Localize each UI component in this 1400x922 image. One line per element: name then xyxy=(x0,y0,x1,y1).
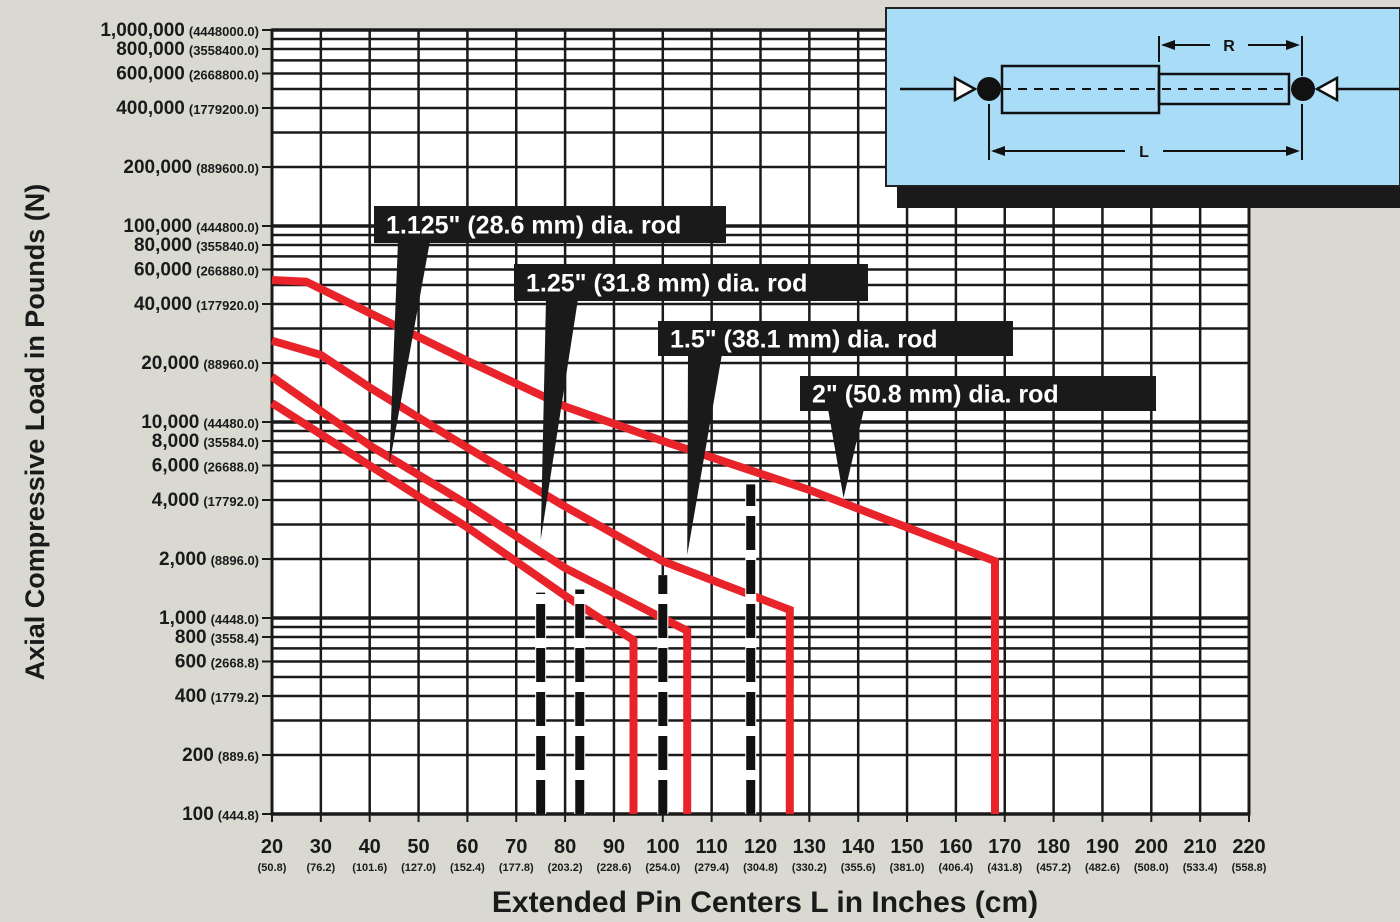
left-pin xyxy=(977,77,1001,101)
y-tick-label: 100,000 (444800.0) xyxy=(123,216,259,237)
y-axis-ticks: 1,000,000 (4448000.0)800,000 (3558400.0) 60… xyxy=(100,20,272,825)
y-tick-label: 200 (889.6) xyxy=(182,745,259,766)
l-arrow-left xyxy=(991,146,1005,156)
y-tick-label: 80,000 (355840.0) xyxy=(134,235,259,256)
callout-pointer-4 xyxy=(828,409,864,498)
x-tick-label: 180 xyxy=(1037,836,1070,858)
x-tick-sublabel: (228.6) xyxy=(597,862,632,874)
x-tick-sublabel: (254.0) xyxy=(645,862,680,874)
y-tick-label: 2,000 (8896.0) xyxy=(159,549,259,570)
x-tick-label: 20 xyxy=(261,836,283,858)
x-tick-sublabel: (50.8) xyxy=(258,862,287,874)
x-tick-sublabel: (101.6) xyxy=(352,862,387,874)
callouts: 1.125" (28.6 mm) dia. rod 1.25" (31.8 mm)… xyxy=(374,206,1156,555)
callout-pointer-3 xyxy=(687,354,722,555)
diagram-label-r: R xyxy=(1223,38,1235,55)
r-arrow-right xyxy=(1286,40,1300,50)
x-tick-label: 70 xyxy=(505,836,527,858)
x-tick-sublabel: (177.8) xyxy=(499,862,534,874)
x-tick-label: 120 xyxy=(744,836,777,858)
callout-box-1 xyxy=(374,206,726,243)
x-tick-label: 160 xyxy=(939,836,972,858)
x-tick-sublabel: (330.2) xyxy=(792,862,827,874)
x-tick-sublabel: (508.0) xyxy=(1134,862,1169,874)
y-tick-label: 800 (3558.4) xyxy=(175,627,259,648)
x-tick-sublabel: (533.4) xyxy=(1183,862,1218,874)
y-tick-label: 600,000 (2668800.0) xyxy=(116,63,259,84)
x-tick-sublabel: (381.0) xyxy=(890,862,925,874)
x-tick-label: 50 xyxy=(407,836,429,858)
y-tick-label: 6,000 (26688.0) xyxy=(152,455,259,476)
x-tick-sublabel: (304.8) xyxy=(743,862,778,874)
buckling-limit-lines xyxy=(535,484,757,814)
y-tick-label: 1,000 (4448.0) xyxy=(159,608,259,629)
x-tick-sublabel: (406.4) xyxy=(938,862,973,874)
l-arrow-right xyxy=(1286,146,1300,156)
x-tick-sublabel: (457.2) xyxy=(1036,862,1071,874)
callout-box-3 xyxy=(658,321,1013,356)
y-tick-label: 8,000 (35584.0) xyxy=(152,431,259,452)
x-tick-sublabel: (279.4) xyxy=(694,862,729,874)
x-tick-sublabel: (431.8) xyxy=(987,862,1022,874)
x-tick-label: 80 xyxy=(554,836,576,858)
rod-curve-3 xyxy=(270,336,794,814)
y-tick-label: 40,000 (177920.0) xyxy=(134,294,259,315)
y-tick-label: 10,000 (44480.0) xyxy=(141,412,259,433)
x-tick-label: 40 xyxy=(359,836,381,858)
x-tick-sublabel: (152.4) xyxy=(450,862,485,874)
y-tick-label: 800,000 (3558400.0) xyxy=(116,39,259,60)
y-tick-label: 400 (1779.2) xyxy=(175,686,259,707)
callout-label-4: 2" (50.8 mm) dia. rod xyxy=(812,381,1059,409)
rod-curves xyxy=(269,276,999,814)
y-tick-label: 200,000 (889600.0) xyxy=(123,157,259,178)
x-tick-label: 220 xyxy=(1232,836,1265,858)
rod-curve-4 xyxy=(271,276,999,814)
callout-pointer-2 xyxy=(540,299,578,541)
y-tick-label: 600 (2668.8) xyxy=(175,651,259,672)
x-tick-sublabel: (76.2) xyxy=(306,862,335,874)
left-force-arrow xyxy=(953,75,978,103)
x-axis-label: Extended Pin Centers L in Inches (cm) xyxy=(492,886,1038,919)
x-tick-sublabel: (482.6) xyxy=(1085,862,1120,874)
y-axis-label: Axial Compressive Load in Pounds (N) xyxy=(20,184,50,681)
y-tick-label: 4,000 (17792.0) xyxy=(152,490,259,511)
x-tick-label: 30 xyxy=(310,836,332,858)
x-tick-label: 150 xyxy=(890,836,923,858)
callout-box-2 xyxy=(514,264,868,301)
x-tick-label: 170 xyxy=(988,836,1021,858)
y-tick-label: 20,000 (88960.0) xyxy=(141,353,259,374)
right-pin xyxy=(1291,77,1315,101)
rod-body xyxy=(1157,72,1291,106)
rod-curve-1 xyxy=(269,399,638,814)
x-tick-label: 140 xyxy=(842,836,875,858)
y-tick-label: 100 (444.8) xyxy=(182,804,259,825)
callout-label-1: 1.125" (28.6 mm) dia. rod xyxy=(386,212,681,240)
x-axis-ticks: 20 (50.8) 30 (76.2) 40 (101.6) 50 (127.0) 60 (152… xyxy=(258,814,1267,874)
x-tick-label: 200 xyxy=(1135,836,1168,858)
diagram-panel xyxy=(885,7,1400,187)
rod-curve-2 xyxy=(269,373,692,814)
y-tick-label: 400,000 (1779200.0) xyxy=(116,98,259,119)
callout-label-3: 1.5" (38.1 mm) dia. rod xyxy=(670,326,938,354)
x-tick-label: 210 xyxy=(1183,836,1216,858)
y-tick-label: 1,000,000 (4448000.0) xyxy=(100,20,259,41)
x-tick-label: 90 xyxy=(603,836,625,858)
callout-pointer-1 xyxy=(389,241,430,466)
callout-label-2: 1.25" (31.8 mm) dia. rod xyxy=(526,270,807,298)
x-tick-sublabel: (558.8) xyxy=(1232,862,1267,874)
x-tick-sublabel: (355.6) xyxy=(841,862,876,874)
x-tick-sublabel: (127.0) xyxy=(401,862,436,874)
x-tick-label: 130 xyxy=(793,836,826,858)
r-arrow-left xyxy=(1161,40,1175,50)
x-tick-label: 100 xyxy=(646,836,679,858)
x-tick-label: 110 xyxy=(696,836,728,858)
callout-box-4 xyxy=(800,376,1156,411)
y-tick-label: 60,000 (266880.0) xyxy=(134,259,259,280)
x-tick-sublabel: (203.2) xyxy=(548,862,583,874)
x-tick-label: 190 xyxy=(1086,836,1119,858)
rod-diagram: R L xyxy=(885,7,1400,208)
x-tick-label: 60 xyxy=(456,836,478,858)
diagram-label-l: L xyxy=(1139,144,1149,161)
